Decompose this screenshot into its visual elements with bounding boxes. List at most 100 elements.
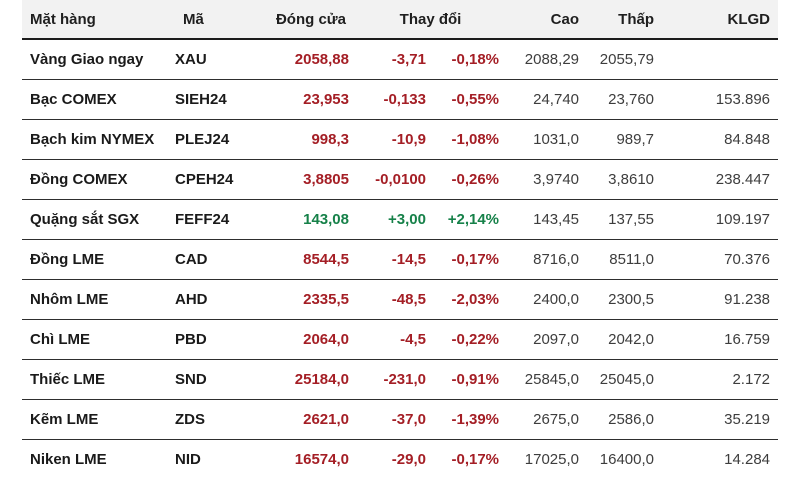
- volume-cell: 238.447: [662, 159, 779, 200]
- volume-cell: 16.759: [662, 319, 779, 360]
- column-header-low: Thấp: [587, 0, 663, 40]
- low-price-cell: 23,760: [587, 79, 663, 120]
- high-price-cell: 24,740: [507, 79, 588, 120]
- commodity-code-cell: PBD: [175, 319, 270, 360]
- change-percent-cell: -0,26%: [434, 159, 508, 200]
- change-value-cell: -14,5: [354, 239, 434, 280]
- table-row: Đồng LME CAD 8544,5 -14,5 -0,17% 8716,0 8511,0…: [22, 239, 779, 280]
- high-price-cell: 143,45: [507, 199, 588, 240]
- high-price-cell: 25845,0: [507, 359, 588, 400]
- commodity-name-cell: Đồng LME: [22, 239, 175, 280]
- change-value-cell: -0,133: [354, 79, 434, 120]
- change-value-cell: -29,0: [354, 439, 434, 478]
- table-row: Đồng COMEX CPEH24 3,8805 -0,0100 -0,26% 3,974…: [22, 159, 779, 200]
- column-header-commodity: Mặt hàng: [22, 0, 175, 40]
- close-price-cell: 2621,0: [270, 399, 354, 440]
- volume-cell: 153.896: [662, 79, 779, 120]
- change-value-cell: -3,71: [354, 39, 434, 80]
- close-price-cell: 143,08: [270, 199, 354, 240]
- change-percent-cell: -1,39%: [434, 399, 508, 440]
- change-value-cell: -10,9: [354, 119, 434, 160]
- low-price-cell: 2055,79: [587, 39, 663, 80]
- close-price-cell: 8544,5: [270, 239, 354, 280]
- commodity-code-cell: CPEH24: [175, 159, 270, 200]
- commodity-code-cell: SIEH24: [175, 79, 270, 120]
- change-value-cell: -0,0100: [354, 159, 434, 200]
- table-header-row: Mặt hàng Mã Đóng cửa Thay đổi Cao Thấp K…: [22, 0, 779, 40]
- column-header-code: Mã: [175, 0, 270, 40]
- column-header-high: Cao: [507, 0, 588, 40]
- commodity-name-cell: Đồng COMEX: [22, 159, 175, 200]
- table-row: Bạch kim NYMEX PLEJ24 998,3 -10,9 -1,08% 1031…: [22, 119, 779, 160]
- table-row: Kẽm LME ZDS 2621,0 -37,0 -1,39% 2675,0 2586,0 3…: [22, 399, 779, 440]
- close-price-cell: 998,3: [270, 119, 354, 160]
- table-row: Thiếc LME SND 25184,0 -231,0 -0,91% 25845,0 25…: [22, 359, 779, 400]
- table-row: Nhôm LME AHD 2335,5 -48,5 -2,03% 2400,0 2300,5…: [22, 279, 779, 320]
- commodity-name-cell: Bạc COMEX: [22, 79, 175, 120]
- volume-cell: 91.238: [662, 279, 779, 320]
- change-value-cell: -37,0: [354, 399, 434, 440]
- commodity-price-table: Mặt hàng Mã Đóng cửa Thay đổi Cao Thấp K…: [22, 0, 779, 478]
- change-percent-cell: -0,17%: [434, 239, 508, 280]
- commodity-name-cell: Quặng sắt SGX: [22, 199, 175, 240]
- close-price-cell: 23,953: [270, 79, 354, 120]
- commodity-name-cell: Vàng Giao ngay: [22, 39, 175, 80]
- change-percent-cell: -1,08%: [434, 119, 508, 160]
- high-price-cell: 2400,0: [507, 279, 588, 320]
- commodity-code-cell: PLEJ24: [175, 119, 270, 160]
- table-row: Vàng Giao ngay XAU 2058,88 -3,71 -0,18% 2088,…: [22, 39, 779, 80]
- change-percent-cell: -0,22%: [434, 319, 508, 360]
- low-price-cell: 2042,0: [587, 319, 663, 360]
- commodity-code-cell: AHD: [175, 279, 270, 320]
- close-price-cell: 3,8805: [270, 159, 354, 200]
- low-price-cell: 8511,0: [587, 239, 663, 280]
- commodity-name-cell: Niken LME: [22, 439, 175, 478]
- change-value-cell: +3,00: [354, 199, 434, 240]
- commodity-code-cell: SND: [175, 359, 270, 400]
- commodity-name-cell: Bạch kim NYMEX: [22, 119, 175, 160]
- table-row: Bạc COMEX SIEH24 23,953 -0,133 -0,55% 24,740 2…: [22, 79, 779, 120]
- volume-cell: 14.284: [662, 439, 779, 478]
- commodity-code-cell: NID: [175, 439, 270, 478]
- low-price-cell: 25045,0: [587, 359, 663, 400]
- commodity-name-cell: Thiếc LME: [22, 359, 175, 400]
- column-header-volume: KLGD: [662, 0, 779, 40]
- close-price-cell: 16574,0: [270, 439, 354, 478]
- high-price-cell: 2088,29: [507, 39, 588, 80]
- high-price-cell: 17025,0: [507, 439, 588, 478]
- low-price-cell: 16400,0: [587, 439, 663, 478]
- volume-cell: 109.197: [662, 199, 779, 240]
- volume-cell: 84.848: [662, 119, 779, 160]
- high-price-cell: 8716,0: [507, 239, 588, 280]
- close-price-cell: 2058,88: [270, 39, 354, 80]
- column-header-change: Thay đổi: [354, 0, 508, 40]
- volume-cell: 2.172: [662, 359, 779, 400]
- change-percent-cell: -0,91%: [434, 359, 508, 400]
- table-row: Quặng sắt SGX FEFF24 143,08 +3,00 +2,14% 143,…: [22, 199, 779, 240]
- volume-cell: [662, 39, 779, 80]
- low-price-cell: 2300,5: [587, 279, 663, 320]
- volume-cell: 35.219: [662, 399, 779, 440]
- commodity-name-cell: Nhôm LME: [22, 279, 175, 320]
- high-price-cell: 2675,0: [507, 399, 588, 440]
- close-price-cell: 2335,5: [270, 279, 354, 320]
- commodity-code-cell: XAU: [175, 39, 270, 80]
- table-row: Chì LME PBD 2064,0 -4,5 -0,22% 2097,0 2042,0 16…: [22, 319, 779, 360]
- low-price-cell: 2586,0: [587, 399, 663, 440]
- change-percent-cell: -2,03%: [434, 279, 508, 320]
- high-price-cell: 3,9740: [507, 159, 588, 200]
- change-value-cell: -4,5: [354, 319, 434, 360]
- change-percent-cell: +2,14%: [434, 199, 508, 240]
- change-percent-cell: -0,18%: [434, 39, 508, 80]
- low-price-cell: 989,7: [587, 119, 663, 160]
- change-percent-cell: -0,17%: [434, 439, 508, 478]
- low-price-cell: 3,8610: [587, 159, 663, 200]
- close-price-cell: 25184,0: [270, 359, 354, 400]
- column-header-close: Đóng cửa: [270, 0, 354, 40]
- commodity-name-cell: Kẽm LME: [22, 399, 175, 440]
- commodity-code-cell: ZDS: [175, 399, 270, 440]
- commodity-code-cell: FEFF24: [175, 199, 270, 240]
- change-value-cell: -48,5: [354, 279, 434, 320]
- high-price-cell: 2097,0: [507, 319, 588, 360]
